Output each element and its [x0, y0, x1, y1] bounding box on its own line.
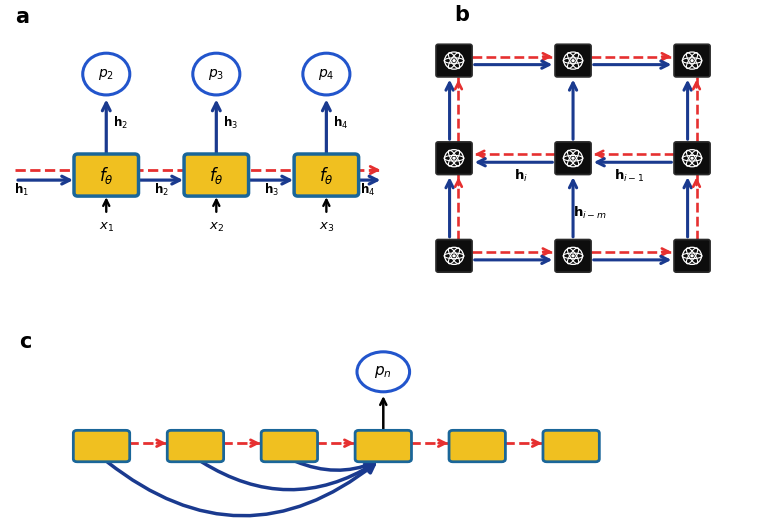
FancyBboxPatch shape: [184, 154, 249, 196]
FancyBboxPatch shape: [555, 44, 591, 77]
FancyBboxPatch shape: [555, 239, 591, 272]
Circle shape: [452, 254, 455, 257]
Circle shape: [572, 254, 575, 257]
Text: $x_3$: $x_3$: [319, 221, 334, 235]
Text: a: a: [15, 7, 29, 27]
Circle shape: [303, 53, 350, 95]
FancyBboxPatch shape: [674, 239, 710, 272]
Text: $x_1$: $x_1$: [99, 221, 114, 235]
FancyBboxPatch shape: [74, 430, 130, 462]
Circle shape: [193, 53, 240, 95]
Text: $\mathbf{h}_{4}$: $\mathbf{h}_{4}$: [333, 115, 348, 131]
FancyBboxPatch shape: [543, 430, 600, 462]
Text: $\mathbf{h}_{i-m}$: $\mathbf{h}_{i-m}$: [573, 205, 607, 221]
Circle shape: [691, 59, 694, 62]
Text: $\mathbf{h}_1$: $\mathbf{h}_1$: [14, 181, 30, 198]
Text: $\mathbf{h}_2$: $\mathbf{h}_2$: [154, 181, 168, 198]
Text: $\mathbf{h}_{2}$: $\mathbf{h}_{2}$: [113, 115, 128, 131]
FancyBboxPatch shape: [436, 142, 472, 175]
FancyBboxPatch shape: [294, 154, 359, 196]
FancyBboxPatch shape: [449, 430, 505, 462]
Circle shape: [452, 59, 455, 62]
Text: $p_n$: $p_n$: [374, 364, 392, 380]
FancyBboxPatch shape: [261, 430, 317, 462]
Text: $\mathbf{h}_3$: $\mathbf{h}_3$: [264, 181, 279, 198]
Text: $p_2$: $p_2$: [98, 67, 115, 82]
Circle shape: [83, 53, 130, 95]
Circle shape: [691, 157, 694, 160]
Text: $f_\theta$: $f_\theta$: [99, 165, 114, 186]
FancyBboxPatch shape: [355, 430, 411, 462]
Circle shape: [691, 254, 694, 257]
Circle shape: [572, 157, 575, 160]
Text: $\mathbf{h}_i$: $\mathbf{h}_i$: [514, 168, 528, 184]
FancyBboxPatch shape: [674, 44, 710, 77]
Text: b: b: [454, 5, 469, 25]
Text: $x_2$: $x_2$: [209, 221, 224, 235]
Text: $f_\theta$: $f_\theta$: [319, 165, 334, 186]
Text: $f_\theta$: $f_\theta$: [209, 165, 224, 186]
Text: $\mathbf{h}_4$: $\mathbf{h}_4$: [361, 181, 376, 198]
Text: $\mathbf{h}_{3}$: $\mathbf{h}_{3}$: [223, 115, 238, 131]
FancyBboxPatch shape: [555, 142, 591, 175]
Text: $\mathbf{h}_{i-1}$: $\mathbf{h}_{i-1}$: [614, 168, 644, 184]
FancyBboxPatch shape: [436, 44, 472, 77]
FancyBboxPatch shape: [167, 430, 224, 462]
FancyBboxPatch shape: [674, 142, 710, 175]
Text: $p_4$: $p_4$: [318, 67, 335, 82]
FancyBboxPatch shape: [74, 154, 139, 196]
FancyBboxPatch shape: [436, 239, 472, 272]
Text: $p_3$: $p_3$: [208, 67, 225, 82]
Circle shape: [357, 352, 410, 392]
Text: c: c: [19, 332, 31, 352]
Circle shape: [452, 157, 455, 160]
Circle shape: [572, 59, 575, 62]
